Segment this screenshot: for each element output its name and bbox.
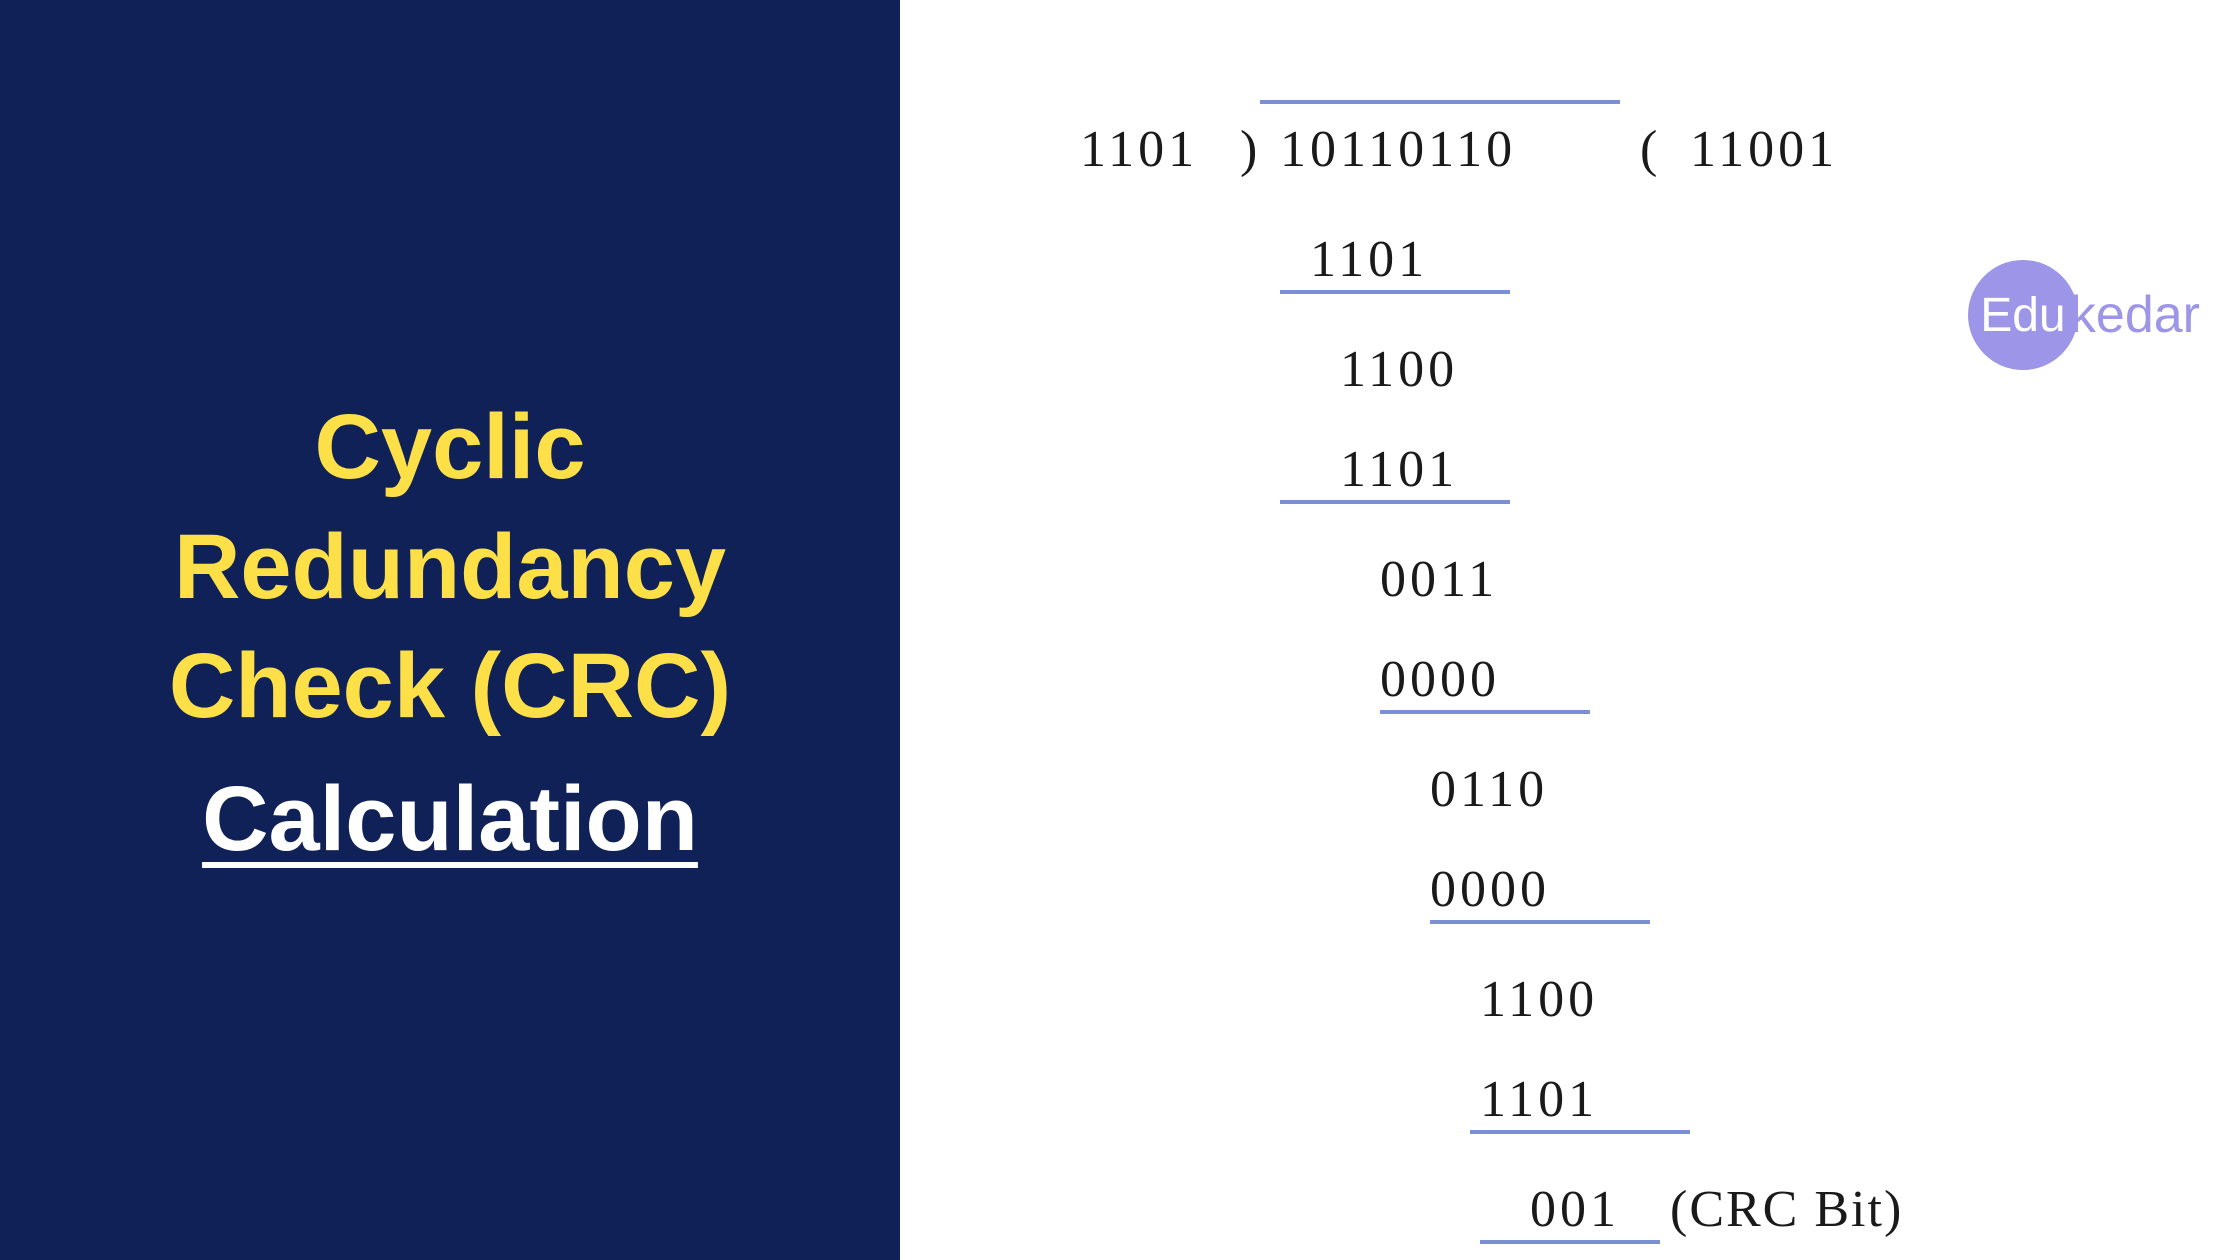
calc-row-9: 0000 [1380,650,1500,709]
calc-row-10: 0110 [1430,760,1548,819]
calc-row-3: ( [1640,120,1661,179]
calc-hline-0 [1260,100,1620,104]
subtitle: Calculation [202,767,698,872]
calc-hline-6 [1480,1240,1660,1244]
calc-hline-5 [1470,1130,1690,1134]
logo: Edu kedar [1968,260,2200,370]
calc-row-2: 10110110 [1280,120,1516,179]
logo-circle: Edu [1968,260,2078,370]
left-title-panel: Cyclic Redundancy Check (CRC) Calculatio… [0,0,900,1260]
calc-hline-2 [1280,500,1510,504]
calc-hline-4 [1430,920,1650,924]
calc-row-11: 0000 [1430,860,1550,919]
calc-row-15: (CRC Bit) [1670,1180,1903,1239]
calc-row-7: 1101 [1340,440,1458,499]
calc-row-12: 1100 [1480,970,1598,1029]
calc-row-1: ) [1240,120,1261,179]
calc-row-4: 11001 [1690,120,1838,179]
calc-hline-3 [1380,710,1590,714]
title-line-1: Cyclic [314,388,585,508]
calc-row-14: 001 [1530,1180,1620,1239]
calc-row-0: 1101 [1080,120,1198,179]
title-line-2: Redundancy [174,508,726,628]
title-line-3: Check (CRC) [169,627,731,747]
calc-row-5: 1101 [1310,230,1428,289]
calc-hline-1 [1280,290,1510,294]
right-calculation-panel: 1101) 10110110 (11001 1101 1100 1101 0011 0000 0… [900,0,2240,1260]
calc-row-8: 0011 [1380,550,1498,609]
calc-row-6: 1100 [1340,340,1458,399]
logo-suffix: kedar [2070,285,2200,345]
calc-row-13: 1101 [1480,1070,1598,1129]
